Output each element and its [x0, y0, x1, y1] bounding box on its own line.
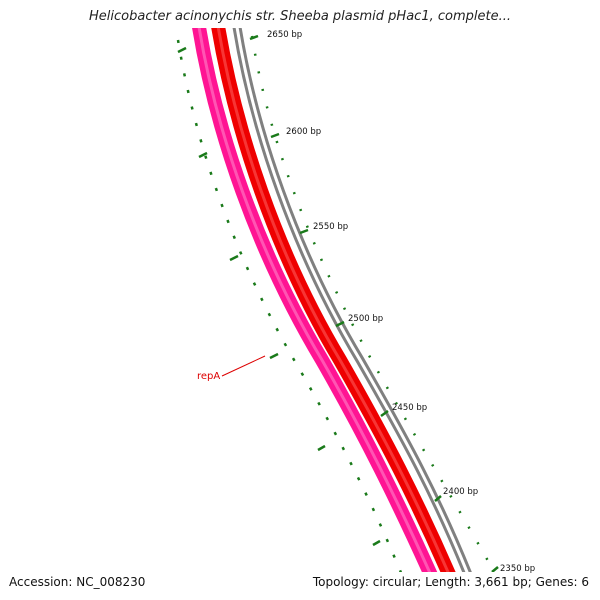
ruler-label: 2550 bp: [313, 222, 348, 232]
gene-mark: [372, 539, 381, 547]
gene-mark: [198, 151, 208, 159]
pink-feature-track-highlight: [197, 28, 432, 572]
gene-mark: [177, 46, 187, 54]
accession-label: Accession: NC_008230: [9, 575, 146, 589]
ruler-label: 2450 bp: [392, 403, 427, 413]
gene-track-marks: [177, 46, 381, 547]
map-title: Helicobacter acinonychis str. Sheeba pla…: [89, 9, 511, 24]
gene-mark: [317, 444, 326, 452]
ruler-label: 2400 bp: [443, 487, 478, 497]
gene-label-repa[interactable]: repA: [197, 371, 220, 382]
topology-summary: Topology: circular; Length: 3,661 bp; Ge…: [312, 575, 589, 589]
ruler-label: 2350 bp: [500, 564, 535, 574]
ruler-major-tick: [335, 320, 345, 328]
ruler-label: 2650 bp: [267, 30, 302, 40]
ruler-label: 2500 bp: [348, 314, 383, 324]
ruler-major-tick: [380, 409, 389, 418]
ruler-label: 2600 bp: [286, 127, 321, 137]
gene-label-leader: [221, 355, 266, 377]
red-feature-track-highlight: [216, 28, 450, 572]
backbone-ring-highlight: [235, 28, 469, 572]
gene-mark: [269, 352, 279, 360]
ruler-major-tick: [434, 495, 442, 502]
ruler-major-ticks: [249, 34, 499, 572]
ruler-labels: 2650 bp 2600 bp 2550 bp 2500 bp 2450 bp …: [267, 30, 535, 574]
ruler-major-tick: [299, 228, 309, 235]
ruler-major-tick: [491, 566, 499, 572]
gene-mark: [229, 254, 239, 262]
ruler-major-tick: [249, 34, 259, 41]
ruler-major-tick: [270, 132, 280, 139]
